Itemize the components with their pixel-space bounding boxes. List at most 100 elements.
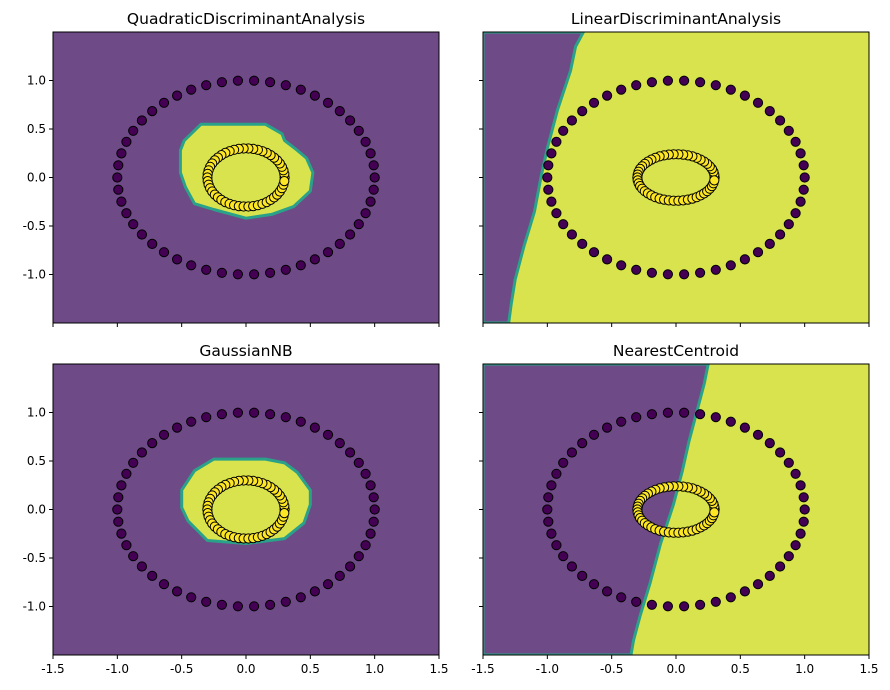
x-tick-label: -1.5 bbox=[471, 662, 494, 676]
data-point-class-0 bbox=[551, 136, 562, 147]
data-point-class-0 bbox=[602, 422, 613, 433]
data-point-class-0 bbox=[147, 570, 158, 582]
data-point-class-0 bbox=[790, 136, 801, 147]
data-point-class-0 bbox=[631, 412, 642, 423]
data-point-class-0 bbox=[577, 238, 588, 249]
data-point-class-0 bbox=[662, 407, 674, 418]
data-point-class-0 bbox=[186, 416, 197, 427]
x-tick-label: 1.5 bbox=[859, 662, 878, 676]
data-point-class-0 bbox=[186, 84, 197, 95]
data-point-class-0 bbox=[345, 115, 356, 126]
data-point-class-0 bbox=[616, 416, 627, 427]
data-point-class-0 bbox=[783, 219, 794, 230]
data-point-class-0 bbox=[695, 77, 706, 88]
data-point-class-0 bbox=[790, 208, 801, 219]
data-point-class-0 bbox=[216, 77, 227, 88]
subplot-title: QuadraticDiscriminantAnalysis bbox=[127, 10, 365, 28]
data-point-class-0 bbox=[542, 172, 553, 183]
data-point-class-0 bbox=[616, 592, 627, 603]
data-point-class-0 bbox=[616, 84, 627, 95]
x-tick-label: 0.5 bbox=[731, 662, 750, 676]
data-point-class-0 bbox=[128, 551, 139, 562]
data-point-class-0 bbox=[725, 416, 736, 427]
x-tick-label: -0.5 bbox=[600, 662, 623, 676]
data-point-class-0 bbox=[558, 551, 569, 562]
data-point-class-0 bbox=[280, 264, 291, 275]
data-point-class-0 bbox=[345, 561, 356, 572]
data-point-class-0 bbox=[345, 447, 356, 458]
data-point-class-0 bbox=[309, 422, 320, 433]
data-point-class-0 bbox=[679, 269, 690, 280]
data-point-class-0 bbox=[201, 80, 212, 91]
subplot-title: LinearDiscriminantAnalysis bbox=[571, 10, 781, 28]
data-point-class-0 bbox=[232, 407, 243, 418]
data-point-class-0 bbox=[739, 586, 751, 597]
y-tick-label: -0.5 bbox=[23, 219, 46, 233]
data-point-class-0 bbox=[295, 592, 306, 603]
decision-region bbox=[180, 457, 312, 545]
x-tick-label: 1.0 bbox=[795, 662, 814, 676]
data-point-class-0 bbox=[216, 599, 227, 610]
data-point-class-0 bbox=[365, 196, 376, 207]
data-point-class-0 bbox=[551, 468, 562, 479]
data-point-class-0 bbox=[795, 148, 806, 159]
data-point-class-0 bbox=[775, 115, 786, 126]
data-point-class-0 bbox=[631, 264, 642, 275]
data-point-class-0 bbox=[201, 264, 212, 275]
data-point-class-0 bbox=[790, 540, 801, 551]
data-point-class-0 bbox=[551, 540, 562, 551]
data-point-class-0 bbox=[646, 267, 658, 278]
data-point-class-0 bbox=[265, 409, 276, 420]
data-point-class-0 bbox=[147, 238, 158, 249]
data-point-class-0 bbox=[113, 492, 124, 503]
data-point-class-0 bbox=[158, 97, 170, 108]
data-point-class-0 bbox=[368, 160, 379, 171]
data-point-class-0 bbox=[136, 447, 147, 458]
data-point-class-0 bbox=[588, 579, 600, 590]
data-point-class-0 bbox=[232, 269, 243, 280]
data-point-class-0 bbox=[558, 125, 569, 136]
data-point-class-0 bbox=[783, 457, 794, 468]
data-point-class-0 bbox=[172, 90, 183, 101]
data-point-class-0 bbox=[764, 438, 775, 449]
data-point-class-0 bbox=[368, 492, 379, 503]
data-point-class-0 bbox=[725, 260, 736, 271]
decision-region bbox=[483, 32, 585, 323]
data-point-class-0 bbox=[543, 184, 554, 195]
data-point-class-0 bbox=[309, 254, 320, 265]
data-point-class-0 bbox=[368, 516, 379, 527]
data-point-class-0 bbox=[679, 407, 690, 418]
data-point-class-0 bbox=[334, 238, 345, 249]
data-point-class-0 bbox=[752, 579, 764, 590]
data-point-class-0 bbox=[136, 229, 147, 240]
subplot-title: GaussianNB bbox=[199, 342, 292, 360]
data-point-class-0 bbox=[551, 208, 562, 219]
data-point-class-0 bbox=[783, 551, 794, 562]
data-point-class-0 bbox=[147, 106, 158, 117]
data-point-class-0 bbox=[172, 586, 183, 597]
data-point-class-0 bbox=[249, 269, 260, 280]
subplot-title: NearestCentroid bbox=[613, 342, 739, 360]
data-point-class-0 bbox=[662, 269, 674, 280]
data-point-class-0 bbox=[147, 438, 158, 449]
data-point-class-0 bbox=[775, 229, 786, 240]
data-point-class-0 bbox=[121, 540, 132, 551]
data-point-class-0 bbox=[369, 172, 380, 183]
data-point-class-0 bbox=[695, 599, 706, 610]
plot-area bbox=[483, 32, 869, 323]
data-point-class-0 bbox=[128, 219, 139, 230]
data-point-class-0 bbox=[795, 528, 806, 539]
plot-area bbox=[483, 364, 869, 655]
data-point-class-0 bbox=[360, 208, 371, 219]
x-tick-label: -1.0 bbox=[106, 662, 129, 676]
x-tick-label: 0.5 bbox=[301, 662, 320, 676]
data-point-class-0 bbox=[566, 447, 578, 458]
data-point-class-0 bbox=[295, 260, 306, 271]
subplot-1: QuadraticDiscriminantAnalysis -1.0 -0.5 0.0… bbox=[23, 10, 440, 327]
subplot-2: LinearDiscriminantAnalysis bbox=[479, 10, 870, 327]
data-point-class-1 bbox=[709, 507, 720, 518]
data-point-class-0 bbox=[798, 492, 809, 503]
data-point-class-0 bbox=[216, 267, 227, 278]
data-point-class-0 bbox=[795, 196, 806, 207]
